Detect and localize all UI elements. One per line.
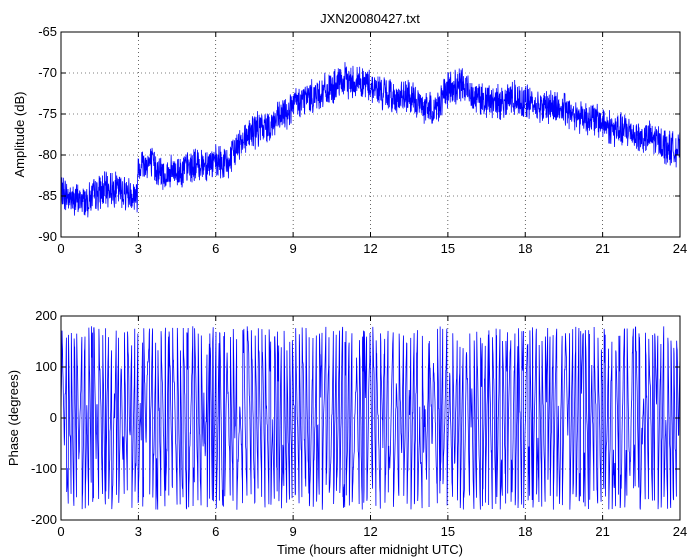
amp-data-line	[61, 62, 680, 218]
amp-y-tick-label: -90	[38, 229, 57, 244]
amplitude-series	[61, 62, 680, 218]
amp-x-tick-label: 12	[363, 241, 377, 256]
amp-x-tick-label: 0	[57, 241, 64, 256]
phase-ticks: 0 3 6 9 12 15 18 21 24 200 100 0 -100 -200	[31, 308, 687, 539]
phase-y-axis-label: Phase (degrees)	[6, 370, 21, 466]
amp-y-tick-label: -75	[38, 106, 57, 121]
amplitude-axes-background	[61, 32, 680, 237]
amp-x-tick-label: 21	[595, 241, 609, 256]
amp-x-tick-label: 3	[135, 241, 142, 256]
amp-x-tick-label: 15	[441, 241, 455, 256]
amp-y-tick-label: -70	[38, 65, 57, 80]
phase-y-tick-label: 100	[35, 359, 57, 374]
amp-x-tick-label: 24	[673, 241, 687, 256]
amplitude-plot: 0 3 6 9 12 15 18 21 24 -65 -70 -75 -80 -85 -90 JXN2008…	[12, 11, 687, 256]
amplitude-ticks: 0 3 6 9 12 15 18 21 24 -65 -70 -75 -80 -85 -90	[38, 24, 687, 256]
phase-x-tick-label: 6	[212, 524, 219, 539]
phase-x-tick-label: 21	[595, 524, 609, 539]
amp-y-tick-label: -85	[38, 188, 57, 203]
phase-data-line	[61, 326, 680, 510]
phase-plot: 0 3 6 9 12 15 18 21 24 200 100 0 -100 -200 Phase (deg…	[6, 308, 687, 557]
phase-x-tick-label: 0	[57, 524, 64, 539]
phase-x-tick-label: 15	[441, 524, 455, 539]
phase-x-tick-label: 9	[290, 524, 297, 539]
amp-x-tick-label: 9	[290, 241, 297, 256]
phase-x-tick-label: 24	[673, 524, 687, 539]
phase-x-tick-label: 18	[518, 524, 532, 539]
phase-series	[61, 326, 680, 510]
amplitude-chart-title: JXN20080427.txt	[320, 11, 420, 26]
phase-y-tick-label: -200	[31, 512, 57, 527]
phase-y-tick-label: 0	[50, 410, 57, 425]
amp-x-tick-label: 6	[212, 241, 219, 256]
phase-x-tick-label: 12	[363, 524, 377, 539]
amp-y-tick-label: -80	[38, 147, 57, 162]
amplitude-y-axis-label: Amplitude (dB)	[12, 92, 27, 178]
phase-x-tick-label: 3	[135, 524, 142, 539]
phase-y-tick-label: 200	[35, 308, 57, 323]
phase-x-axis-label: Time (hours after midnight UTC)	[277, 542, 463, 557]
phase-y-tick-label: -100	[31, 461, 57, 476]
amp-y-tick-label: -65	[38, 24, 57, 39]
amp-x-tick-label: 18	[518, 241, 532, 256]
